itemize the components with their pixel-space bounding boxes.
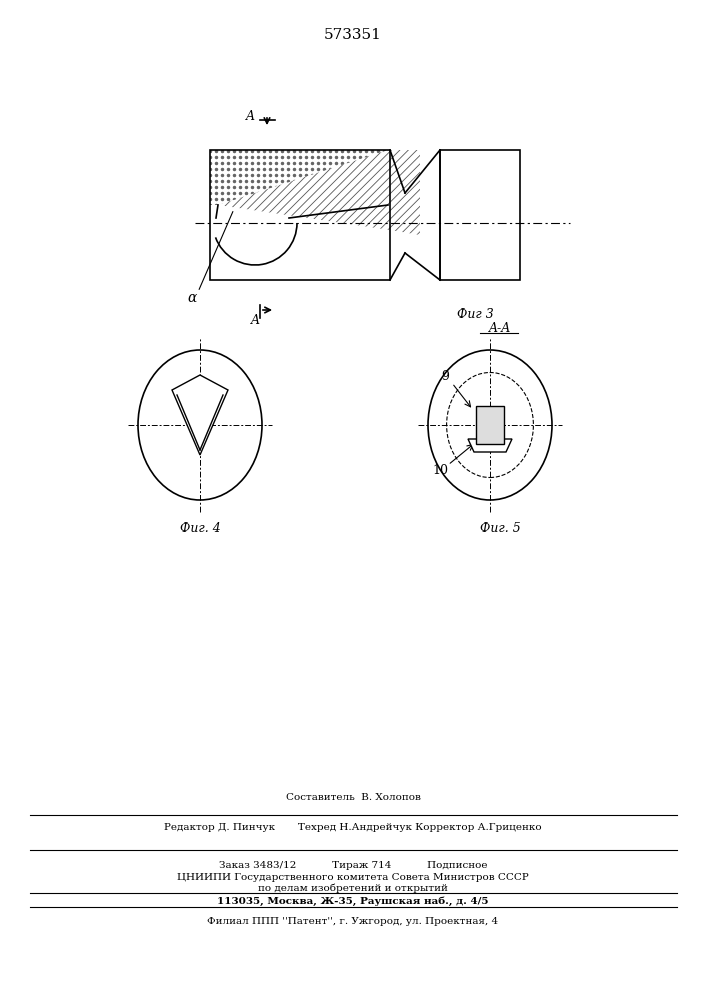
Text: Фиг. 4: Фиг. 4 <box>180 522 221 534</box>
Text: A-A: A-A <box>489 322 511 334</box>
Text: Фиг 3: Фиг 3 <box>457 308 493 322</box>
Text: Заказ 3483/12           Тираж 714           Подписное: Заказ 3483/12 Тираж 714 Подписное <box>218 860 487 869</box>
Text: Филиал ППП ''Патент'', г. Ужгород, ул. Проектная, 4: Филиал ППП ''Патент'', г. Ужгород, ул. П… <box>207 916 498 926</box>
Text: 9: 9 <box>441 370 449 383</box>
Text: Составитель  В. Холопов: Составитель В. Холопов <box>286 794 421 802</box>
Text: ЦНИИПИ Государственного комитета Совета Министров СССР: ЦНИИПИ Государственного комитета Совета … <box>177 874 529 882</box>
Polygon shape <box>468 439 512 452</box>
Text: 113035, Москва, Ж-35, Раушская наб., д. 4/5: 113035, Москва, Ж-35, Раушская наб., д. … <box>217 896 489 906</box>
Text: по делам изобретений и открытий: по делам изобретений и открытий <box>258 883 448 893</box>
Text: 10: 10 <box>432 464 448 477</box>
Text: α: α <box>187 291 197 305</box>
Text: 573351: 573351 <box>324 28 382 42</box>
Polygon shape <box>476 406 504 444</box>
Polygon shape <box>172 375 228 455</box>
Text: Редактор Д. Пинчук       Техред Н.Андрейчук Корректор А.Гриценко: Редактор Д. Пинчук Техред Н.Андрейчук Ко… <box>164 822 542 832</box>
Text: A: A <box>250 314 259 326</box>
Text: A: A <box>246 110 255 123</box>
Text: Фиг. 5: Фиг. 5 <box>479 522 520 534</box>
